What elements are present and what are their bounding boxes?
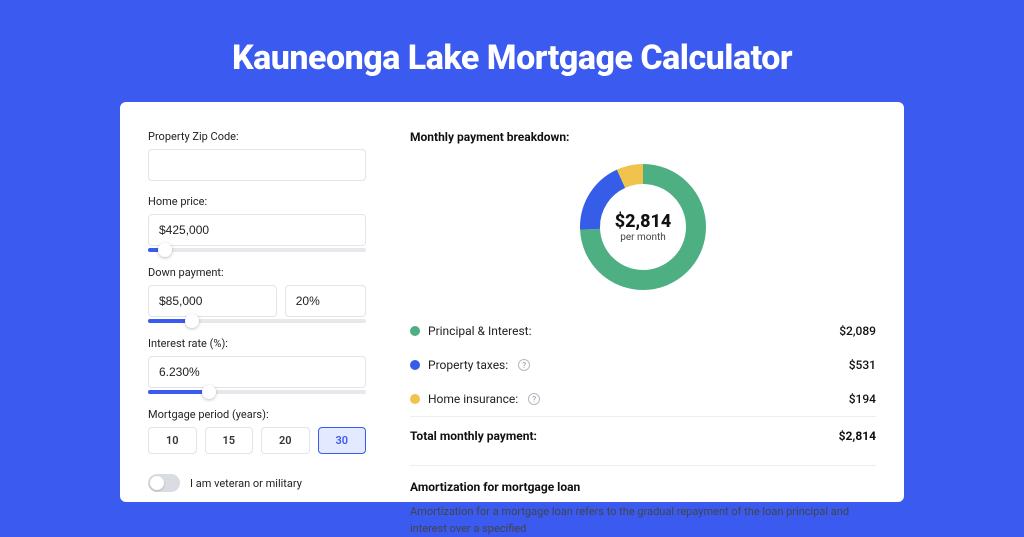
down-payment-field: Down payment: [148,266,366,323]
down-payment-pct-input[interactable] [285,285,366,317]
calculator-card: Property Zip Code: Home price: Down paym… [120,102,904,502]
legend-label: Property taxes: [428,358,508,372]
legend-value: $531 [849,358,876,372]
legend-dot [410,394,420,404]
legend-row: Property taxes:? $531 [410,348,876,382]
down-payment-slider-thumb[interactable] [185,314,199,328]
amortization-title: Amortization for mortgage loan [410,480,876,494]
total-value: $2,814 [839,429,876,443]
down-payment-label: Down payment: [148,266,366,279]
info-icon[interactable]: ? [528,393,540,405]
legend-dot [410,326,420,336]
input-panel: Property Zip Code: Home price: Down paym… [120,130,390,502]
interest-slider[interactable] [148,390,366,394]
donut-center: $2,814 per month [578,162,708,292]
donut-chart-wrap: $2,814 per month [410,162,876,292]
period-option-15[interactable]: 15 [205,427,254,454]
period-label: Mortgage period (years): [148,408,366,421]
down-payment-input[interactable] [148,285,277,317]
home-price-label: Home price: [148,195,366,208]
home-price-slider[interactable] [148,248,366,252]
period-field: Mortgage period (years): 10 15 20 30 [148,408,366,454]
legend-value: $2,089 [839,324,876,338]
total-row: Total monthly payment: $2,814 [410,416,876,459]
veteran-row: I am veteran or military [148,474,366,492]
down-payment-slider[interactable] [148,319,366,323]
donut-amount: $2,814 [615,211,672,232]
interest-label: Interest rate (%): [148,337,366,350]
period-option-10[interactable]: 10 [148,427,197,454]
home-price-field: Home price: [148,195,366,252]
info-icon[interactable]: ? [518,359,530,371]
page-title: Kauneonga Lake Mortgage Calculator [0,0,1024,102]
zip-label: Property Zip Code: [148,130,366,143]
zip-input[interactable] [148,149,366,181]
home-price-slider-thumb[interactable] [158,243,172,257]
period-option-20[interactable]: 20 [261,427,310,454]
legend-row: Home insurance:? $194 [410,382,876,416]
legend-row: Principal & Interest: $2,089 [410,314,876,348]
veteran-label: I am veteran or military [190,477,302,490]
donut-chart: $2,814 per month [578,162,708,292]
period-option-30[interactable]: 30 [318,427,367,454]
zip-field: Property Zip Code: [148,130,366,181]
home-price-input[interactable] [148,214,366,246]
divider [410,465,876,466]
legend-label: Principal & Interest: [428,324,532,338]
breakdown-panel: Monthly payment breakdown: $2,814 per mo… [390,130,904,502]
interest-field: Interest rate (%): [148,337,366,394]
legend-list: Principal & Interest: $2,089 Property taxe… [410,314,876,416]
legend-dot [410,360,420,370]
breakdown-title: Monthly payment breakdown: [410,130,876,144]
legend-label: Home insurance: [428,392,518,406]
interest-input[interactable] [148,356,366,388]
veteran-toggle[interactable] [148,474,180,492]
total-label: Total monthly payment: [410,429,537,443]
toggle-knob [150,476,164,490]
amortization-text: Amortization for a mortgage loan refers … [410,504,876,537]
legend-value: $194 [849,392,876,406]
donut-sub: per month [620,232,666,243]
interest-slider-thumb[interactable] [202,385,216,399]
